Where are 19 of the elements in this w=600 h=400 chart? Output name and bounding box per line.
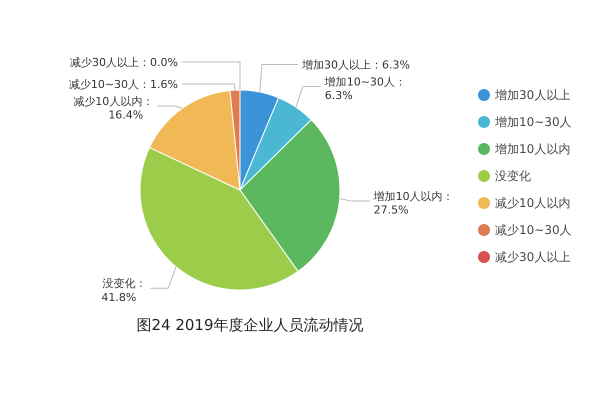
text: 图24 2019年度企业人员流动情况 bbox=[136, 316, 364, 334]
text: 27.5% bbox=[374, 204, 409, 217]
category-label: 增加30人以上：6.3% bbox=[302, 58, 410, 72]
legend-label: 减少10人以内 bbox=[495, 196, 570, 210]
legend-label: 增加10~30人 bbox=[494, 115, 572, 130]
category-label: 没变化： bbox=[102, 277, 146, 290]
text: 6.3% bbox=[324, 89, 353, 102]
category-label: 增加10人以内： bbox=[374, 190, 454, 203]
legend-label: 减少30人以上 bbox=[495, 250, 570, 264]
legend-label: 没变化 bbox=[495, 169, 531, 184]
legend-label: 减少10~30人 bbox=[495, 223, 572, 238]
category-label: 减少30人以上：0.0% bbox=[70, 56, 178, 69]
text: 41.8% bbox=[101, 290, 136, 304]
category-label: 增加10~30人： bbox=[324, 75, 406, 88]
legend-label: 增加30人以上 bbox=[494, 88, 570, 102]
category-label: 减少10~30人：1.6% bbox=[68, 78, 178, 91]
category-label: 减少10人以内： bbox=[73, 94, 154, 108]
legend-label: 增加10人以内 bbox=[494, 142, 570, 156]
text: 16.4% bbox=[108, 108, 144, 122]
